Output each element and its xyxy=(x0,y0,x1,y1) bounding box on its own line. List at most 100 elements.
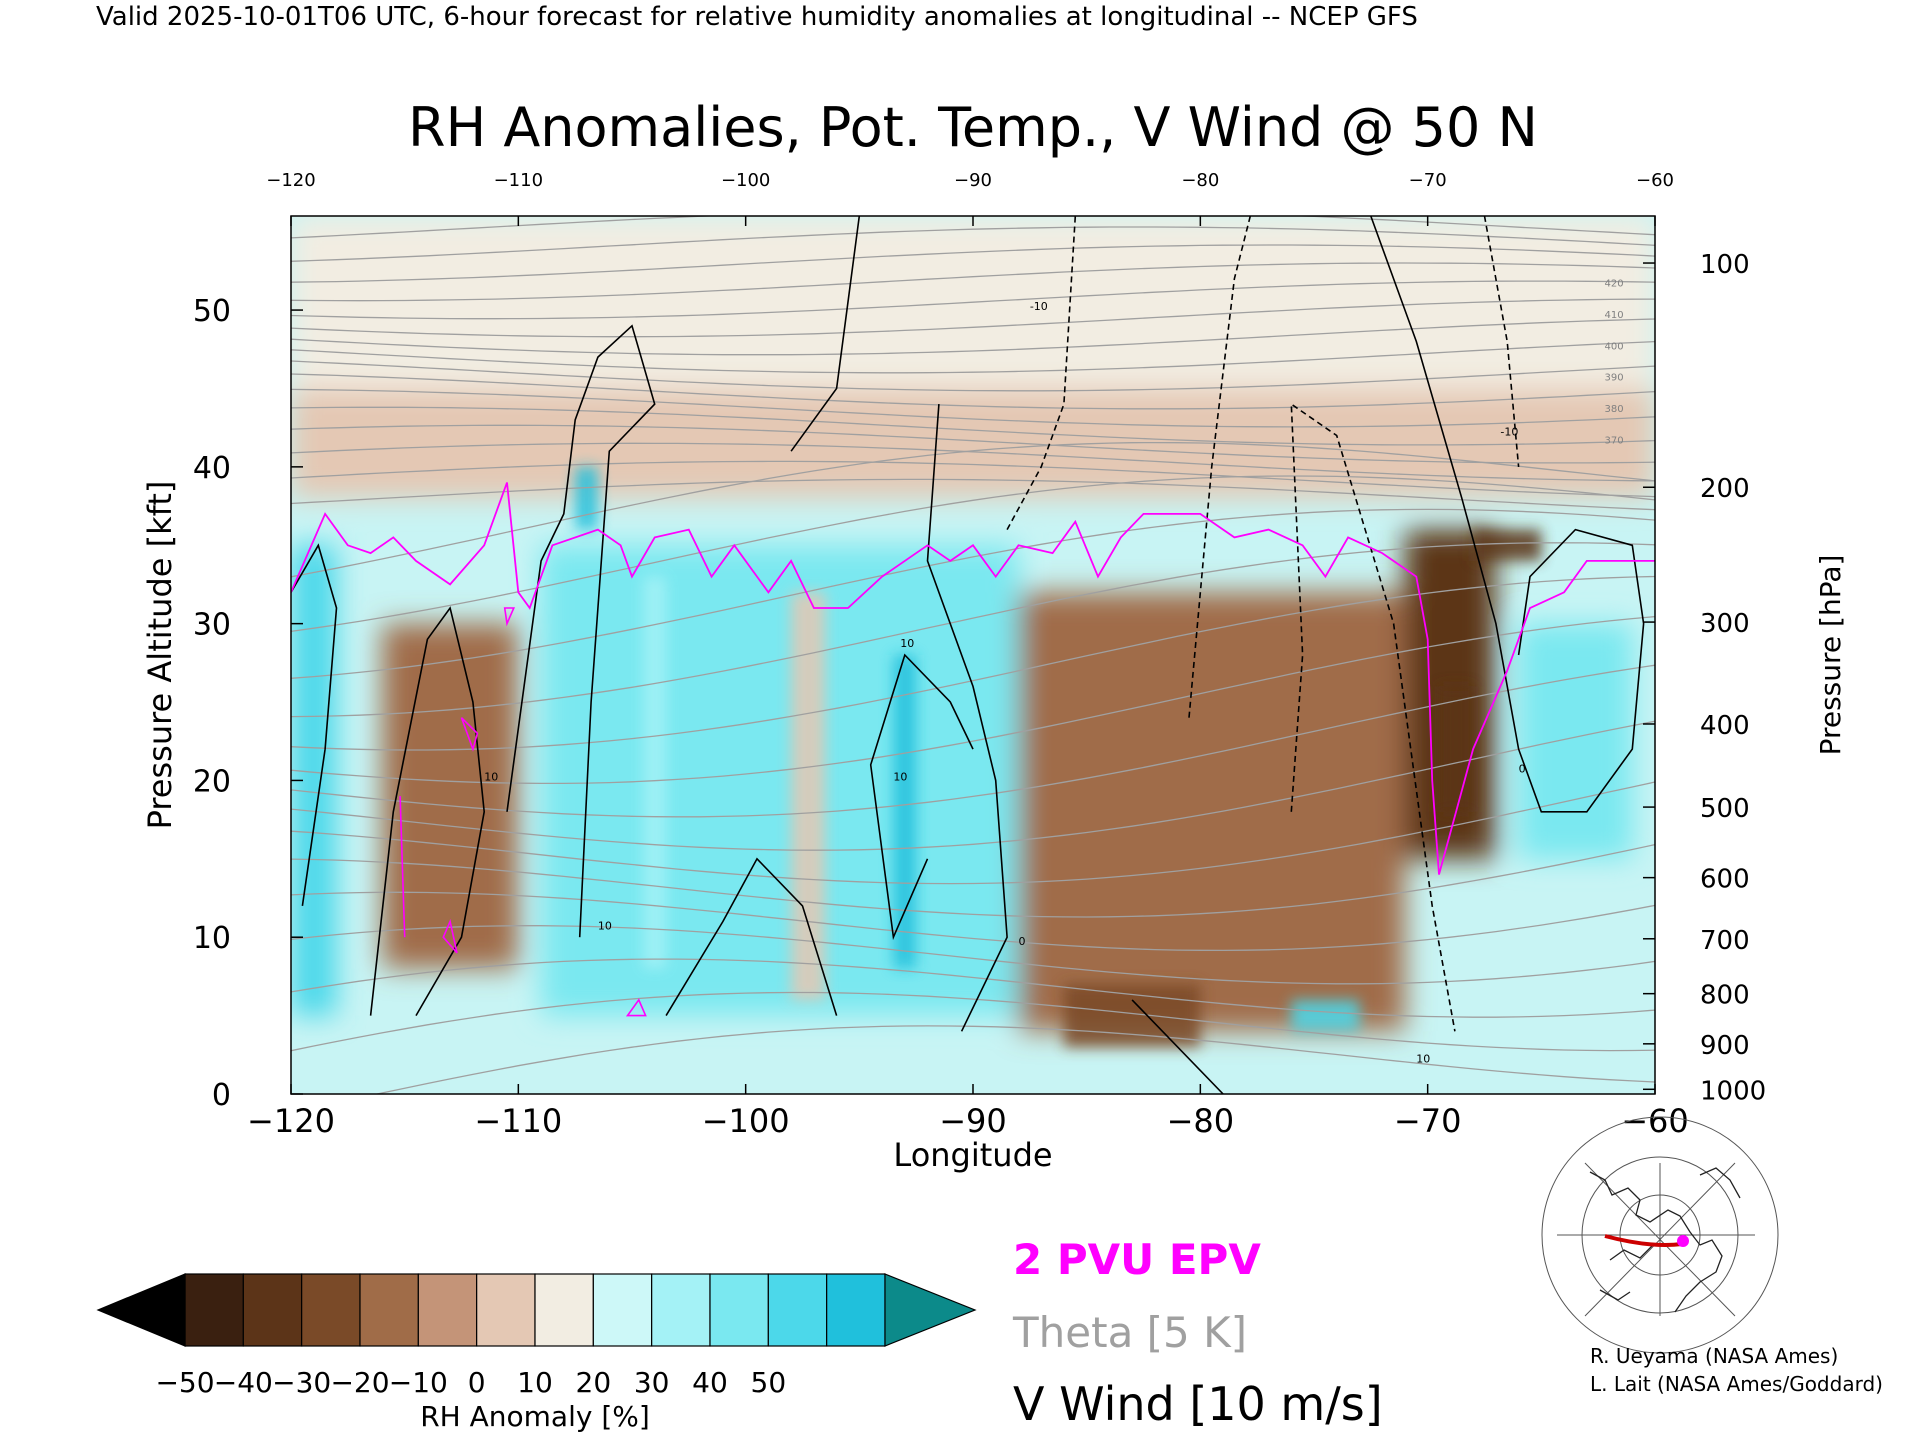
inset-map xyxy=(1541,1116,1779,1354)
colorbar-box xyxy=(184,1273,244,1347)
colorbar-tick-label: −50 xyxy=(155,1366,214,1399)
x-tick-label: −70 xyxy=(1394,1102,1462,1140)
x-axis-label: Longitude xyxy=(893,1136,1052,1174)
colorbar-box xyxy=(534,1273,594,1347)
isentrope-line xyxy=(291,460,1655,498)
isentrope-line xyxy=(374,1025,1655,1094)
v-wind-contour xyxy=(790,216,861,452)
x-tick-label-top: −70 xyxy=(1409,170,1447,191)
v-wind-contour-label: 10 xyxy=(484,770,498,783)
isentrope-line xyxy=(291,664,1655,818)
y-tick-label: 30 xyxy=(193,608,231,643)
colorbar-box xyxy=(826,1273,886,1347)
x-tick-label-top: −90 xyxy=(954,170,992,191)
pv-2pvu-island xyxy=(399,796,406,938)
anomaly-streak-7 xyxy=(1291,999,1360,1032)
isentrope-label: 400 xyxy=(1605,341,1624,352)
v-wind-contour-negative xyxy=(1188,216,1252,718)
colorbar-tick-label: 10 xyxy=(517,1366,553,1399)
pv-2pvu-contour xyxy=(291,482,1655,875)
isentrope-line xyxy=(291,781,1655,885)
v-wind-contour-label: 0 xyxy=(1519,763,1526,776)
isentrope-label: 380 xyxy=(1605,404,1624,415)
anomaly-region-dry-cell-east xyxy=(1018,592,1405,1032)
x-tick-label-top: −100 xyxy=(721,170,770,191)
theta-isentropes: 420 410 400 390 380 370 xyxy=(291,216,1655,1094)
rh-anomaly-field xyxy=(291,216,1655,1094)
isentrope-line xyxy=(291,226,1655,262)
isentrope-line xyxy=(291,244,1655,283)
credit-line-2: L. Lait (NASA Ames/Goddard) xyxy=(1590,1372,1883,1396)
credit-line-1: R. Ueyama (NASA Ames) xyxy=(1590,1344,1838,1368)
isentrope-line xyxy=(291,298,1655,338)
v-wind-contour xyxy=(665,857,838,1017)
pv-2pvu-island xyxy=(503,607,516,627)
isentrope-line xyxy=(291,720,1655,851)
anomaly-streak-6 xyxy=(1473,529,1542,561)
colorbar-box xyxy=(417,1273,478,1347)
v-wind-contour-label: 10 xyxy=(1416,1053,1430,1066)
inset-map-cross-section-line xyxy=(1604,1234,1683,1247)
v-wind-contour-label: 10 xyxy=(900,637,914,650)
anomaly-streak-3 xyxy=(575,466,598,530)
isentrope-line xyxy=(291,424,1655,464)
isentrope-line xyxy=(291,373,1655,410)
isentrope-line xyxy=(291,958,1655,1018)
pv-2pvu-island xyxy=(442,918,458,954)
anomaly-streak-2 xyxy=(893,655,917,969)
isentrope-line xyxy=(291,280,1655,320)
isentrope-label: 370 xyxy=(1605,435,1624,446)
isentrope-line xyxy=(291,575,1655,751)
pressure-tick-label: 400 xyxy=(1700,711,1750,741)
inset-map-graticule-outer xyxy=(1541,1116,1779,1354)
anomaly-region-east-wet xyxy=(1518,623,1633,859)
colorbar-label: RH Anomaly [%] xyxy=(420,1400,650,1433)
colorbar-tick-label: −30 xyxy=(272,1366,331,1399)
colorbar-min-arrow xyxy=(96,1273,186,1347)
legend-entry: 2 PVU EPV xyxy=(1013,1235,1261,1284)
inset-map-coastlines xyxy=(1589,1167,1741,1313)
y-tick-label: 20 xyxy=(193,764,231,799)
anomaly-streak-4 xyxy=(1063,984,1201,1047)
colorbar-max-arrow xyxy=(884,1273,977,1347)
colorbar-box xyxy=(651,1273,711,1347)
v-wind-contours: 10 10 10 10 10 0 0 -10 -10 xyxy=(291,216,1645,1094)
valid-time-header: Valid 2025-10-01T06 UTC, 6-hour forecast… xyxy=(96,2,1418,32)
x-tick-label: −90 xyxy=(939,1102,1007,1140)
anomaly-streak-5 xyxy=(1439,686,1474,812)
v-wind-contour-negative xyxy=(1006,216,1077,530)
x-tick-label: −80 xyxy=(1167,1102,1235,1140)
v-wind-contour xyxy=(369,606,486,1017)
colorbar-tick-label: −10 xyxy=(389,1366,448,1399)
colorbar-box xyxy=(767,1273,828,1347)
isentrope-line xyxy=(291,891,1655,952)
pressure-tick-label: 700 xyxy=(1700,926,1750,956)
isentrope-line xyxy=(291,478,1655,511)
colorbar-tick-label: 40 xyxy=(692,1366,728,1399)
isentrope-label: 410 xyxy=(1605,310,1624,321)
v-wind-contour-label: -10 xyxy=(1500,426,1518,439)
colorbar-tick-label: 20 xyxy=(576,1366,612,1399)
colorbar-box xyxy=(301,1273,361,1347)
isentrope-line xyxy=(291,843,1655,918)
x-tick-label: −60 xyxy=(1621,1102,1689,1140)
y-tick-label: 0 xyxy=(212,1078,231,1113)
pressure-tick-label: 300 xyxy=(1700,609,1750,639)
pv-2pvu-island xyxy=(625,998,647,1017)
y-axis-label-left: Pressure Altitude [kft] xyxy=(141,481,179,830)
isentrope-line xyxy=(291,542,1655,718)
pressure-tick-label: 200 xyxy=(1700,474,1750,504)
legend: 2 PVU EPV Theta [5 K] V Wind [10 m/s] xyxy=(1012,1235,1383,1431)
isentrope-line xyxy=(291,406,1655,446)
colorbar-tick-label: −40 xyxy=(214,1366,273,1399)
isentrope-line xyxy=(291,991,1655,1052)
colorbar-box xyxy=(709,1273,769,1347)
v-wind-contour xyxy=(1370,216,1645,813)
isentrope-line xyxy=(291,318,1655,356)
v-wind-contour xyxy=(1131,999,1224,1094)
x-tick-label-top: −80 xyxy=(1181,170,1219,191)
v-wind-contour-label: 10 xyxy=(893,770,907,783)
colorbar-tick-label: −20 xyxy=(330,1366,389,1399)
x-tick-label-top: −120 xyxy=(266,170,315,191)
